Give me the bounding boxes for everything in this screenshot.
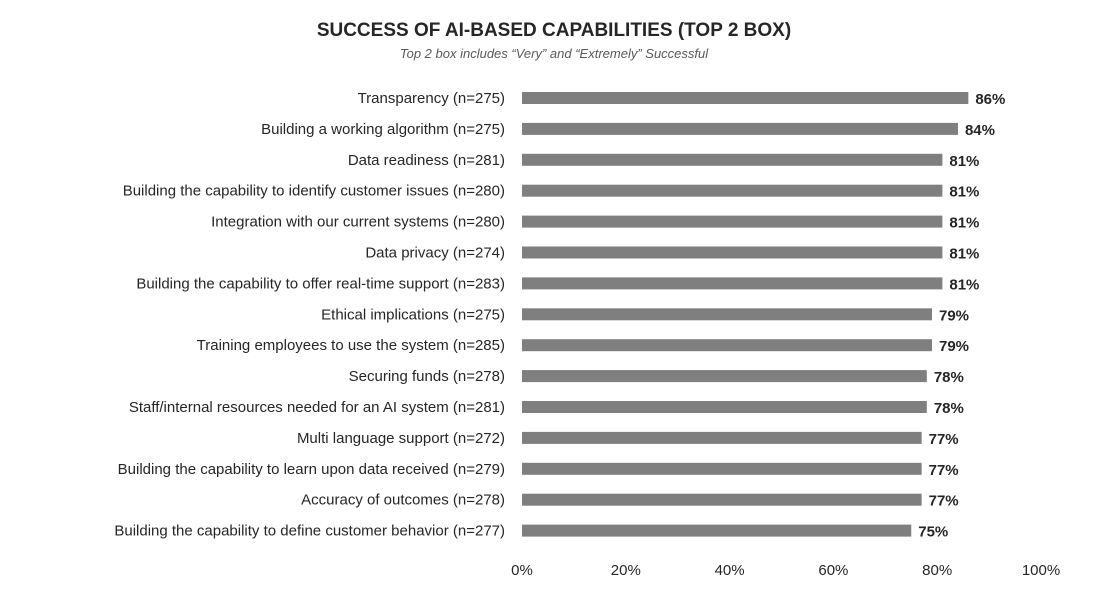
category-label: Building the capability to identify cust…	[123, 183, 505, 200]
x-tick-label: 0%	[511, 562, 533, 579]
category-label: Building a working algorithm (n=275)	[261, 121, 505, 138]
bar	[522, 246, 943, 259]
category-label: Securing funds (n=278)	[349, 368, 505, 385]
chart-subtitle: Top 2 box includes “Very” and “Extremely…	[399, 46, 709, 61]
category-label: Transparency (n=275)	[358, 90, 505, 107]
data-label: 81%	[949, 184, 979, 201]
bar	[522, 401, 927, 413]
x-tick-label: 60%	[818, 562, 848, 579]
data-label: 81%	[949, 246, 979, 263]
data-label: 79%	[939, 307, 969, 324]
bar	[522, 524, 912, 537]
bar	[522, 339, 933, 352]
bar	[522, 153, 943, 166]
bar	[522, 308, 933, 321]
bar	[522, 370, 927, 383]
chart-title: SUCCESS OF AI-BASED CAPABILITIES (TOP 2 …	[316, 20, 792, 41]
bar	[522, 277, 943, 290]
data-label: 77%	[929, 431, 959, 448]
data-label: 84%	[965, 122, 995, 139]
bar	[522, 431, 922, 444]
x-tick-label: 40%	[715, 562, 745, 579]
data-label: 75%	[918, 524, 948, 541]
data-label: 81%	[949, 276, 979, 293]
bar	[522, 184, 943, 197]
category-label: Building the capability to define custom…	[114, 523, 505, 540]
bars-layer	[522, 92, 969, 537]
bar	[522, 92, 969, 104]
data-label: 86%	[975, 91, 1005, 108]
x-tick-label: 80%	[922, 562, 952, 579]
bar	[522, 462, 922, 475]
category-label: Data readiness (n=281)	[348, 152, 505, 169]
category-label: Training employees to use the system (n=…	[197, 337, 505, 354]
x-tick-label: 20%	[611, 562, 641, 579]
x-tick-label: 100%	[1022, 562, 1060, 579]
data-label: 79%	[939, 338, 969, 355]
category-label: Accuracy of outcomes (n=278)	[301, 492, 505, 509]
category-label: Building the capability to offer real-ti…	[136, 275, 505, 292]
bar	[522, 493, 922, 506]
data-label: 78%	[934, 400, 964, 417]
bar	[522, 122, 958, 135]
category-label: Ethical implications (n=275)	[321, 306, 505, 323]
data-label: 81%	[949, 215, 979, 232]
x-axis-ticks: 0% 20% 40% 60% 80% 100%	[511, 562, 1060, 579]
category-label: Data privacy (n=274)	[365, 245, 505, 262]
data-label: 81%	[949, 153, 979, 170]
category-label: Staff/internal resources needed for an A…	[129, 399, 505, 416]
data-label: 77%	[929, 493, 959, 510]
data-label: 77%	[929, 462, 959, 479]
bar	[522, 215, 943, 228]
data-label: 78%	[934, 369, 964, 386]
category-label: Multi language support (n=272)	[297, 430, 505, 447]
category-label: Building the capability to learn upon da…	[118, 461, 505, 478]
category-label: Integration with our current systems (n=…	[211, 214, 505, 231]
value-labels: 86% 84% 81% 81% 81% 81% 81% 79% 79% 78% 78% 77% 77% 7…	[918, 91, 1005, 541]
category-labels: Transparency (n=275) Building a working a…	[114, 90, 505, 540]
